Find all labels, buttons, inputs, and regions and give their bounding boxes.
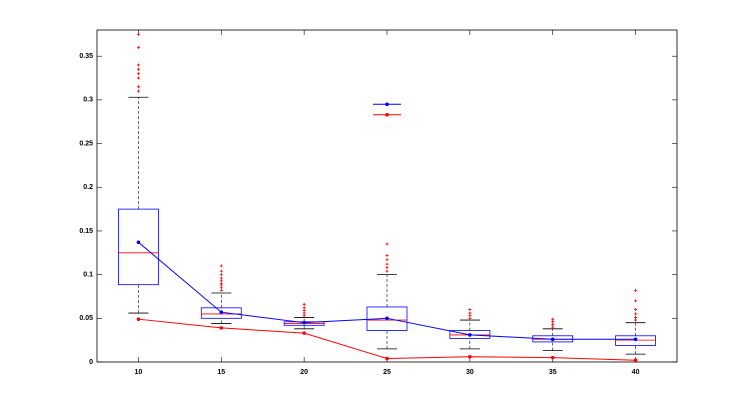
outlier	[634, 308, 638, 312]
outlier	[136, 85, 140, 89]
point	[302, 320, 306, 325]
y-tick-label: 0.05	[79, 315, 93, 322]
y-tick-label: 0	[89, 359, 93, 366]
outlier	[219, 276, 223, 280]
point	[219, 310, 224, 315]
outlier	[219, 269, 223, 273]
outlier	[219, 288, 223, 292]
y-tick-label: 0.3	[83, 97, 93, 104]
point	[385, 356, 389, 361]
outlier	[302, 308, 306, 312]
box	[118, 208, 159, 286]
outlier	[136, 76, 140, 80]
outlier	[468, 314, 472, 318]
outlier	[136, 63, 140, 67]
outlier	[136, 67, 140, 71]
outlier	[551, 322, 555, 326]
outlier	[136, 32, 140, 36]
outlier	[385, 258, 389, 262]
point	[302, 331, 306, 335]
outlier	[385, 242, 389, 246]
outlier	[385, 269, 389, 273]
outlier	[551, 317, 555, 321]
marker-point	[385, 102, 389, 107]
box	[449, 330, 491, 339]
outlier	[385, 262, 389, 266]
y-tick-label: 0.15	[79, 228, 93, 235]
x-tick-label: 15	[217, 369, 225, 376]
box	[200, 307, 242, 319]
point	[633, 337, 638, 342]
outlier	[385, 253, 389, 257]
outlier	[302, 314, 306, 318]
outlier	[302, 302, 306, 306]
outlier	[551, 325, 555, 329]
outlier	[219, 279, 223, 283]
box	[615, 335, 656, 346]
point	[468, 354, 472, 359]
outlier	[219, 281, 223, 285]
outlier	[136, 72, 140, 76]
x-tick-label: 25	[383, 369, 391, 376]
outlier	[302, 311, 306, 315]
outlier	[219, 264, 223, 268]
x-tick-label: 20	[300, 369, 308, 376]
outlier	[136, 45, 140, 49]
outlier	[468, 308, 472, 312]
y-tick-label: 0.35	[79, 53, 93, 60]
point	[136, 317, 141, 321]
outlier	[468, 311, 472, 315]
outlier	[219, 273, 223, 277]
point	[550, 355, 555, 360]
outlier	[634, 318, 638, 322]
point	[219, 326, 224, 330]
outlier	[302, 306, 306, 310]
outlier	[136, 89, 140, 93]
outlier	[634, 315, 638, 319]
point	[550, 337, 555, 342]
y-tick-label: 0.1	[83, 271, 93, 278]
outlier	[551, 320, 555, 324]
outlier	[634, 299, 638, 303]
outlier	[219, 286, 223, 290]
x-tick-label: 35	[549, 369, 557, 376]
outlier	[468, 316, 472, 320]
marker-point	[385, 112, 389, 117]
point	[468, 333, 472, 337]
x-tick-label: 30	[466, 369, 474, 376]
x-tick-label: 10	[135, 369, 143, 376]
outlier	[385, 266, 389, 270]
outlier	[634, 312, 638, 316]
outlier	[634, 288, 638, 292]
point	[385, 316, 389, 321]
point	[136, 240, 141, 245]
box	[366, 306, 408, 331]
y-tick-label: 0.2	[83, 184, 93, 191]
axes-frame	[96, 29, 678, 363]
x-tick-label: 40	[632, 369, 640, 376]
y-tick-label: 0.25	[79, 140, 93, 147]
point	[633, 358, 638, 363]
